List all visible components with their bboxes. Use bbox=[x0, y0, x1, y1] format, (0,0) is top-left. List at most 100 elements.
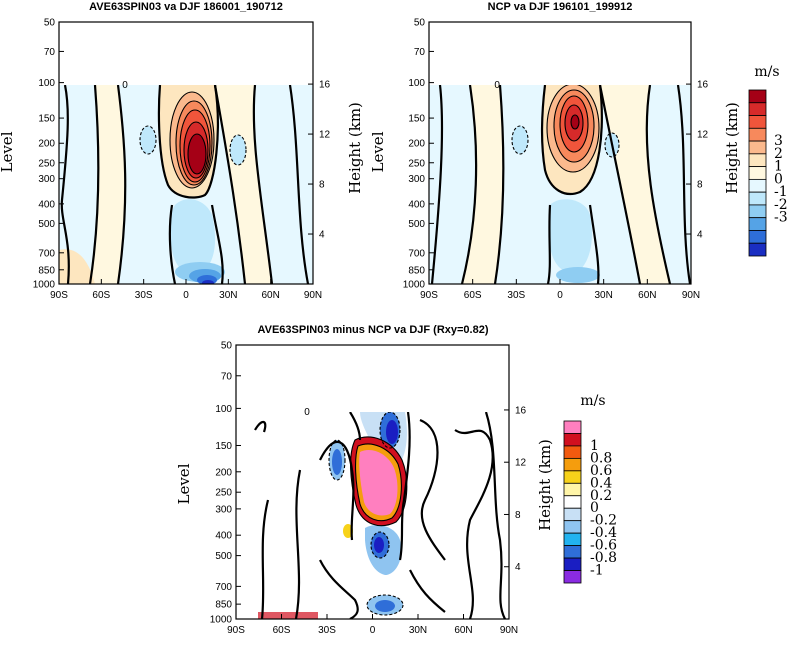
colorbar-swatch bbox=[748, 102, 767, 116]
panel-a-min-lobe-west bbox=[140, 126, 156, 154]
y2-tick-label: 4 bbox=[319, 230, 325, 241]
panel-a-title: AVE63SPIN03 va DJF 186001_190712 bbox=[89, 1, 283, 13]
colorbar-label: 2 bbox=[774, 146, 783, 162]
colorbar-label: -2 bbox=[774, 197, 788, 213]
colorbar-label: -0.6 bbox=[590, 538, 617, 554]
x-tick-label: 60N bbox=[261, 290, 279, 301]
colorbar-swatch bbox=[563, 520, 582, 534]
panel-b: NCP va DJF 196101_199912 bbox=[369, 1, 741, 301]
panel-c-neg-sfc-2 bbox=[375, 600, 395, 612]
panel-a-zero-contours bbox=[60, 85, 310, 284]
panel-a-contours bbox=[139, 91, 247, 189]
colorbar-swatch bbox=[563, 507, 582, 522]
colorbar-bottom-swatches bbox=[563, 420, 582, 584]
panel-b-max-level-5 bbox=[571, 115, 579, 129]
panel-b-min-level-1 bbox=[550, 199, 592, 273]
x-tick-label: 60S bbox=[464, 290, 482, 301]
panel-b-min-level-2 bbox=[556, 267, 600, 283]
y-tick-label: 50 bbox=[221, 341, 233, 352]
y2-tick-label: 8 bbox=[319, 180, 325, 191]
panel-c-neg-west-2 bbox=[332, 449, 342, 475]
panel-b-min-lobe-west bbox=[512, 126, 528, 154]
y2-tick-label: 16 bbox=[319, 80, 331, 91]
y-tick-label: 700 bbox=[408, 248, 425, 259]
panel-c-field bbox=[236, 412, 509, 619]
colorbar-top-swatches bbox=[748, 89, 767, 257]
x-tick-label: 30N bbox=[409, 625, 427, 636]
colorbar-swatch bbox=[748, 127, 767, 142]
zero-contour-label: 0 bbox=[494, 80, 500, 91]
panel-b-empty-region bbox=[429, 22, 691, 85]
y-tick-label: 50 bbox=[414, 18, 426, 29]
colorbar-swatch bbox=[748, 115, 767, 129]
x-tick-label: 90N bbox=[304, 290, 322, 301]
y-tick-label: 50 bbox=[44, 18, 56, 29]
colorbar-swatch bbox=[563, 495, 582, 509]
panel-c-zero-contours bbox=[254, 412, 506, 619]
y-tick-label: 500 bbox=[215, 551, 232, 562]
colorbar-swatch bbox=[748, 89, 767, 104]
panel-c-contours bbox=[328, 412, 408, 616]
x-tick-label: 60N bbox=[454, 625, 472, 636]
y-tick-label: 70 bbox=[221, 371, 233, 382]
y2-tick-label: 12 bbox=[697, 130, 709, 141]
colorbar-label: -1 bbox=[590, 563, 604, 579]
y-tick-label: 200 bbox=[215, 467, 232, 478]
colorbar-bottom-labels: 10.80.60.40.20-0.2-0.4-0.6-0.8-1 bbox=[590, 438, 617, 579]
colorbar-swatch bbox=[563, 532, 582, 547]
y2-tick-label: 8 bbox=[697, 180, 703, 191]
y-tick-label: 70 bbox=[44, 47, 56, 58]
y-tick-label: 1000 bbox=[403, 280, 426, 291]
y-tick-label: 300 bbox=[408, 174, 425, 185]
x-tick-label: 60S bbox=[273, 625, 291, 636]
y-tick-label: 250 bbox=[408, 158, 425, 169]
colorbar-label: 0.6 bbox=[590, 463, 612, 479]
x-tick-label: 90N bbox=[682, 290, 700, 301]
colorbar-swatch bbox=[563, 482, 582, 497]
y2-tick-label: 16 bbox=[697, 80, 709, 91]
y-tick-label: 850 bbox=[408, 265, 425, 276]
panel-c-ylabel: Level bbox=[175, 463, 193, 504]
colorbar-swatch bbox=[748, 178, 767, 193]
y-tick-label: 150 bbox=[408, 114, 425, 125]
x-tick-label: 90N bbox=[500, 625, 518, 636]
panel-a-y2label: Height (km) bbox=[346, 102, 364, 194]
y-tick-label: 300 bbox=[215, 504, 232, 515]
y2-tick-label: 8 bbox=[515, 510, 521, 521]
colorbar-swatch bbox=[748, 242, 767, 257]
panel-c-title: AVE63SPIN03 minus NCP va DJF (Rxy=0.82) bbox=[258, 324, 489, 336]
panel-c-pos-level-3 bbox=[359, 449, 398, 516]
panel-c-pos-sfc bbox=[258, 612, 318, 619]
colorbar-swatch bbox=[563, 470, 582, 484]
colorbar-swatch bbox=[563, 457, 582, 472]
y2-tick-label: 12 bbox=[515, 458, 527, 469]
y-tick-label: 400 bbox=[38, 199, 55, 210]
colorbar-label: 3 bbox=[774, 133, 783, 149]
colorbar-swatch bbox=[563, 445, 582, 459]
zero-contour-label: 0 bbox=[122, 80, 128, 91]
y-tick-label: 100 bbox=[408, 78, 425, 89]
colorbar-bottom: m/s 10.80.60.40.20-0.2-0.4-0.6-0.8-1 bbox=[563, 393, 617, 584]
colorbar-bottom-title: m/s bbox=[580, 393, 605, 409]
panel-b-y2label: Height (km) bbox=[723, 102, 741, 194]
panel-b-ylabel: Level bbox=[369, 131, 387, 172]
panel-c-empty-region bbox=[236, 345, 509, 412]
y-tick-label: 250 bbox=[38, 158, 55, 169]
colorbar-swatch bbox=[563, 420, 582, 434]
y-tick-label: 850 bbox=[215, 600, 232, 611]
panel-c-pos-small bbox=[343, 524, 353, 538]
x-tick-label: 30S bbox=[135, 290, 153, 301]
panel-b-contours bbox=[511, 85, 620, 173]
y-tick-label: 100 bbox=[215, 404, 232, 415]
panel-b-positive-band-3 bbox=[600, 85, 670, 284]
x-tick-label: 90S bbox=[227, 625, 245, 636]
panel-a: AVE63SPIN03 va DJF 186001_190712 bbox=[0, 1, 364, 301]
y2-tick-label: 12 bbox=[319, 130, 331, 141]
panel-a-min-lobe-east bbox=[230, 135, 246, 165]
x-tick-label: 90S bbox=[50, 290, 68, 301]
y-tick-label: 850 bbox=[38, 265, 55, 276]
